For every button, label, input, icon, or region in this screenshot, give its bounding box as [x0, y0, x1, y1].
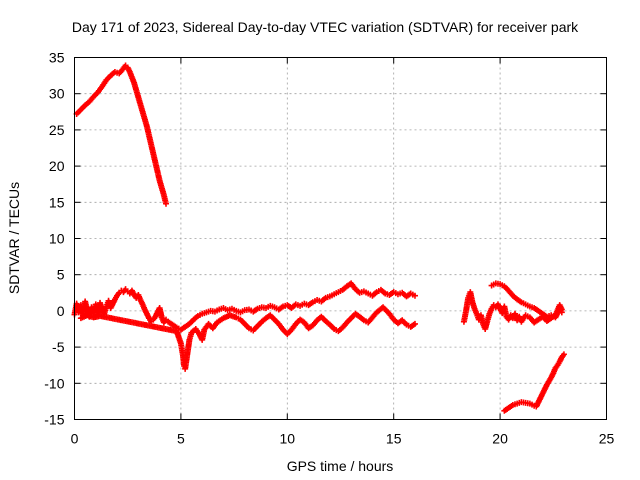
x-axis-title: GPS time / hours [287, 458, 394, 474]
y-tick-label: 35 [49, 50, 65, 66]
data-point [411, 292, 418, 299]
series-group [71, 280, 418, 333]
y-tick-label: 10 [49, 231, 65, 247]
x-tick-label: 15 [386, 431, 402, 447]
y-tick-label: -15 [44, 412, 64, 428]
series-group [488, 280, 565, 321]
series-group [77, 304, 418, 372]
data-point [558, 309, 565, 316]
x-tick-label: 10 [280, 431, 296, 447]
x-tick-label: 20 [492, 431, 508, 447]
x-tick-label: 5 [177, 431, 185, 447]
chart-title: Day 171 of 2023, Sidereal Day-to-day VTE… [72, 19, 579, 35]
y-tick-label: 30 [49, 86, 65, 102]
y-tick-label: 25 [49, 122, 65, 138]
y-tick-label: 5 [57, 267, 65, 283]
data-point [163, 200, 170, 207]
y-axis-title: SDTVAR / TECUs [6, 182, 22, 294]
series-group [73, 62, 170, 207]
y-tick-label: 0 [57, 303, 65, 319]
y-tick-label: 20 [49, 158, 65, 174]
y-tick-label: -5 [52, 339, 65, 355]
plot-frame [74, 57, 607, 420]
grid-lines [74, 57, 607, 420]
y-tick-label: -10 [44, 375, 64, 391]
y-tick-label: 15 [49, 194, 65, 210]
data-marks [71, 62, 567, 414]
x-tick-label: 0 [71, 431, 79, 447]
data-point [560, 351, 567, 358]
x-tick-label: 25 [599, 431, 615, 447]
data-point [411, 320, 418, 327]
series-group [460, 289, 565, 332]
series-group [501, 351, 567, 414]
axis-ticks: 0 5 10 15 20 25 -15 -10 -5 0 5 10 15 20 25 30 35 [44, 50, 614, 447]
